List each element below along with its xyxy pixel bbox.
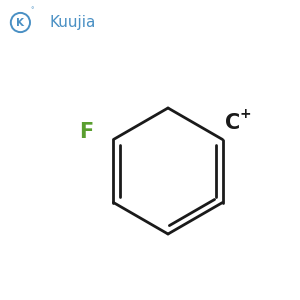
Text: C: C xyxy=(225,113,241,133)
Text: F: F xyxy=(79,122,94,142)
Text: K: K xyxy=(16,17,24,28)
Text: °: ° xyxy=(31,8,34,14)
Text: Kuujia: Kuujia xyxy=(50,15,96,30)
Text: +: + xyxy=(239,107,251,121)
